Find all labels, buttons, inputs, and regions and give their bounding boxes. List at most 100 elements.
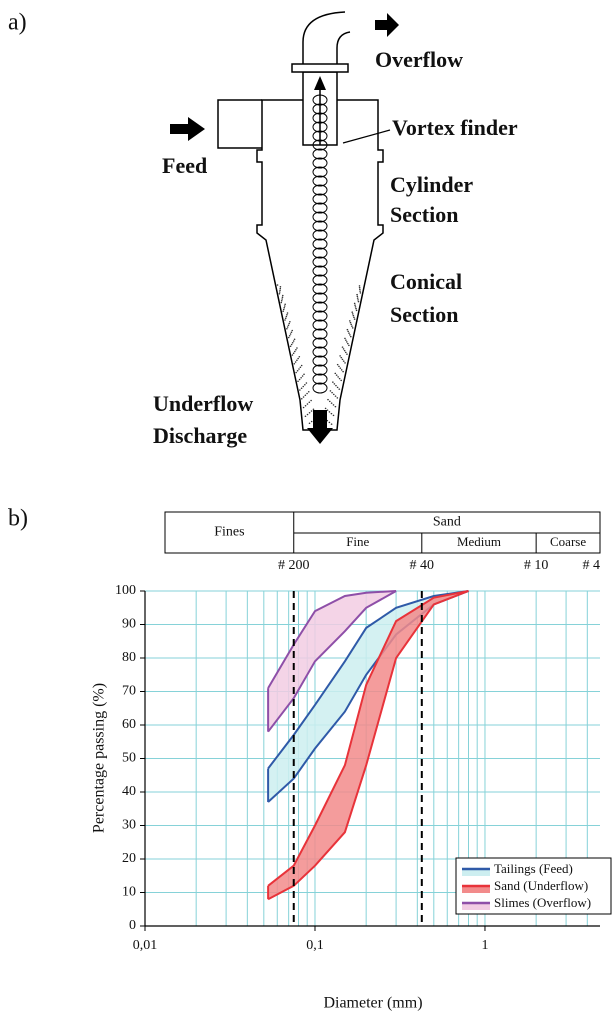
sediment-dot	[335, 374, 338, 376]
sediment-dot	[342, 348, 345, 350]
sediment-dot	[338, 365, 340, 368]
sediment-dot	[356, 293, 358, 296]
sediment-dot	[338, 388, 341, 390]
sediment-dot	[300, 387, 303, 390]
sediment-dot	[291, 354, 294, 356]
sediment-dot	[354, 306, 357, 308]
pipe	[302, 11, 346, 64]
sediment-dot	[284, 317, 287, 320]
sediment-dot	[288, 334, 291, 337]
band-upper-line	[267, 590, 469, 887]
sediment-dot	[346, 353, 348, 355]
sediment-dot	[349, 334, 351, 336]
x-tick-label: 1	[481, 938, 488, 953]
sediment-dot	[280, 301, 283, 304]
down-arrow	[313, 410, 327, 430]
class-label: Sand	[433, 515, 461, 530]
sediment-dot	[326, 409, 329, 411]
sediment-dot	[278, 292, 281, 295]
sediment-dot	[286, 313, 288, 316]
coil-loop	[312, 229, 328, 241]
label-feed: Feed	[162, 153, 207, 178]
sediment-dot	[358, 286, 361, 289]
coil-loop	[312, 310, 328, 322]
label-conical: Conical	[390, 269, 462, 294]
leader-line	[342, 129, 391, 144]
sediment-dot	[346, 328, 349, 331]
sediment-dot	[306, 413, 309, 416]
sediment-dot	[296, 369, 299, 372]
sediment-dot	[302, 406, 305, 409]
sediment-dot	[304, 404, 307, 407]
sediment-dot	[281, 298, 283, 300]
sediment-dot	[328, 400, 331, 403]
sediment-dot	[354, 304, 356, 306]
coil-loop	[312, 346, 328, 358]
sediment-dot	[333, 383, 336, 385]
sediment-dot	[285, 315, 288, 318]
sediment-dot	[359, 292, 362, 294]
sediment-dot	[293, 338, 296, 341]
sediment-dot	[351, 313, 354, 315]
coil-loop	[312, 157, 328, 169]
sediment-dot	[336, 386, 339, 389]
sediment-dot	[295, 348, 297, 351]
sediment-dot	[328, 421, 331, 424]
sediment-dot	[296, 359, 298, 362]
label-underflow: Discharge	[153, 423, 247, 448]
class-label: Fine	[346, 534, 369, 549]
feed-arrow	[170, 117, 205, 141]
sediment-dot	[299, 366, 302, 369]
label-cylinder: Cylinder	[390, 172, 473, 197]
sediment-dot	[332, 381, 334, 383]
up-arrow-head	[314, 76, 326, 90]
band-fill	[268, 591, 469, 900]
sediment-dot	[306, 403, 309, 405]
coil-loop	[312, 328, 328, 340]
sediment-dot	[279, 289, 281, 292]
sediment-dot	[338, 377, 341, 380]
sediment-dot	[304, 415, 307, 418]
sediment-dot	[283, 305, 286, 307]
panel-label: a)	[8, 10, 27, 36]
sediment-dot	[310, 420, 313, 423]
sediment-dot	[335, 384, 337, 387]
sediment-dot	[348, 332, 350, 334]
sediment-dot	[307, 390, 310, 393]
sediment-dot	[292, 352, 295, 355]
sediment-dot	[293, 362, 296, 365]
class-label: Medium	[457, 534, 501, 549]
sediment-dot	[345, 339, 347, 341]
legend-label: Slimes (Overflow)	[494, 895, 591, 910]
y-tick-label: 80	[122, 650, 136, 665]
sediment-dot	[289, 320, 291, 323]
sediment-dot	[288, 322, 290, 325]
y-axis-label: Percentage passing (%)	[91, 683, 108, 833]
sediment-dot	[356, 295, 359, 298]
sediment-dot	[343, 349, 346, 352]
sediment-dot	[334, 372, 337, 375]
coil-loop	[312, 166, 328, 178]
y-tick-label: 90	[122, 617, 136, 632]
sediment-dot	[344, 337, 346, 340]
sediment-dot	[286, 312, 289, 314]
sediment-dot	[302, 385, 305, 388]
sediment-dot	[328, 411, 331, 413]
sediment-dot	[282, 308, 285, 311]
sieve-label: # 4	[583, 558, 601, 573]
down-arrow-head	[307, 428, 333, 444]
sediment-dot	[281, 294, 284, 297]
sediment-dot	[295, 371, 297, 374]
sediment-dot	[298, 368, 300, 370]
coil-loop	[312, 256, 328, 268]
sediment-dot	[308, 411, 311, 414]
y-tick-label: 30	[122, 818, 136, 833]
sediment-dot	[340, 356, 343, 359]
sediment-dot	[359, 290, 361, 292]
y-tick-label: 70	[122, 684, 136, 699]
sediment-dot	[308, 401, 311, 404]
y-tick-label: 40	[122, 784, 136, 799]
sediment-dot	[337, 376, 339, 378]
sediment-dot	[298, 355, 301, 358]
